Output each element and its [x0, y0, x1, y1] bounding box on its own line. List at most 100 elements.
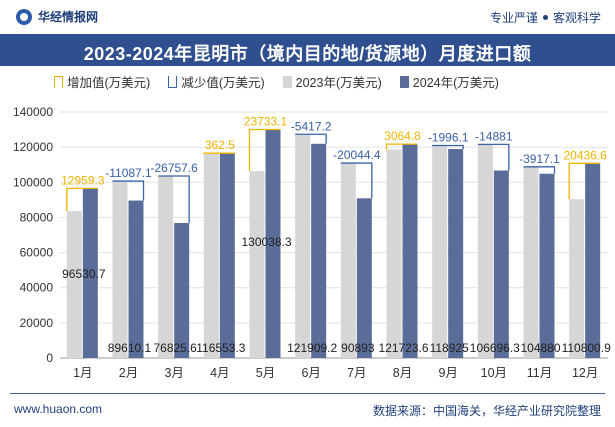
legend-increase: 增加值(万美元): [54, 72, 150, 91]
value-label-2024: 121909.2: [287, 341, 337, 355]
chart-legend: 增加值(万美元) 减少值(万美元) 2023年(万美元) 2024年(万美元): [54, 72, 499, 91]
y-tick-label: 20000: [20, 316, 54, 330]
change-label: 3064.8: [384, 129, 421, 143]
footer-source: 数据来源：中国海关，华经产业研究院整理: [372, 404, 601, 418]
bar-2023: [295, 134, 311, 358]
decrease-bracket: [295, 133, 327, 144]
legend-2024-label: 2024年(万美元): [412, 76, 499, 90]
brand: 华经情报网: [16, 8, 98, 25]
tag-separator-icon: [542, 15, 548, 20]
bar-2024: [174, 223, 190, 358]
value-label-2024: 90893: [341, 341, 375, 355]
value-label-2024: 118925: [430, 341, 469, 355]
increase-bracket: [385, 143, 418, 150]
x-tick-label: 12月: [572, 366, 598, 380]
y-tick-label: 140000: [13, 105, 53, 119]
footer-divider: [10, 393, 605, 394]
decrease-bracket: [432, 144, 464, 150]
bar-2023: [569, 199, 585, 358]
bar-2023: [340, 163, 356, 358]
increase-bracket: [203, 152, 235, 154]
change-label: -14881: [475, 129, 513, 143]
brand-logo-icon: [16, 8, 32, 25]
y-tick-label: 60000: [20, 246, 54, 260]
increase-bracket: [568, 162, 601, 200]
bar-2024: [539, 173, 555, 358]
decrease-bracket: [477, 143, 510, 171]
y-tick-label: 40000: [20, 281, 54, 295]
chart-title: 2023-2024年昆明市（境内目的地/货源地）月度进口额: [83, 44, 532, 64]
legend-increase-label: 增加值(万美元): [67, 76, 151, 90]
value-label-2024: 89610.1: [108, 341, 152, 355]
decrease-bracket: [158, 175, 190, 224]
bar-2024: [219, 153, 235, 358]
increase-swatch-icon: [54, 75, 63, 88]
x-tick-label: 5月: [256, 366, 275, 380]
y-tick-label: 120000: [13, 140, 53, 154]
x-tick-label: 1月: [73, 366, 92, 380]
decrease-bracket: [340, 162, 373, 199]
bar-2024: [265, 129, 281, 358]
legend-2023: 2023年(万美元): [282, 72, 382, 91]
y-tick-label: 0: [46, 351, 53, 365]
increase-bracket: [66, 187, 98, 212]
bar-2023: [66, 211, 82, 358]
value-label-2024: 76825.6: [153, 341, 197, 355]
legend-2023-label: 2023年(万美元): [295, 76, 382, 90]
decrease-bracket: [112, 180, 145, 201]
bar-2024: [585, 163, 601, 358]
change-label: 12959.3: [61, 173, 105, 187]
title-bar: 2023-2024年昆明市（境内目的地/货源地）月度进口额: [0, 34, 615, 66]
change-label: 362.5: [205, 138, 235, 152]
bar-2024: [311, 143, 327, 358]
legend-decrease-label: 减少值(万美元): [181, 76, 265, 90]
x-tick-label: 3月: [164, 366, 183, 380]
series-2024-swatch-icon: [399, 75, 409, 88]
tag-objective: 客观科学: [552, 11, 601, 25]
x-tick-label: 4月: [210, 366, 229, 380]
y-tick-label: 100000: [13, 175, 53, 189]
decrease-bracket: [523, 166, 556, 174]
change-label: -5417.2: [291, 119, 332, 133]
decrease-swatch-icon: [168, 75, 178, 88]
x-tick-label: 8月: [393, 366, 412, 380]
bar-2023: [386, 149, 402, 358]
value-label-2024: 104880: [520, 341, 560, 355]
y-tick-label: 80000: [20, 210, 54, 224]
tag-professional: 专业严谨: [489, 11, 538, 25]
x-tick-label: 6月: [301, 366, 320, 380]
change-label: 23733.1: [244, 115, 288, 129]
bar-2023: [523, 166, 539, 358]
brand-name: 华经情报网: [38, 10, 99, 24]
value-label-2024: 130038.3: [241, 235, 291, 249]
bar-2024: [356, 198, 372, 358]
change-label: -26757.6: [150, 161, 198, 175]
change-label: -1996.1: [428, 131, 469, 145]
bar-2023: [112, 181, 128, 358]
bar-2024: [128, 200, 144, 358]
change-label: 20436.6: [563, 148, 607, 162]
legend-decrease: 减少值(万美元): [168, 72, 265, 91]
x-tick-label: 7月: [347, 366, 366, 380]
bar-2023: [158, 175, 174, 358]
bar-2024: [82, 188, 98, 358]
value-label-2024: 110800.9: [562, 341, 611, 355]
change-label: -3917.1: [519, 152, 560, 166]
value-label-2024: 116553.3: [196, 341, 245, 355]
bar-2023: [477, 144, 493, 358]
series-2023-swatch-icon: [282, 75, 292, 88]
header-tags: 专业严谨 客观科学: [490, 9, 601, 26]
bar-2023: [203, 153, 219, 358]
x-tick-label: 11月: [527, 366, 552, 380]
value-label-2024: 121723.6: [378, 341, 428, 355]
x-tick-label: 2月: [119, 366, 138, 380]
bar-2024: [493, 170, 509, 358]
bar-2023: [249, 171, 265, 358]
increase-bracket: [248, 128, 281, 172]
x-tick-label: 10月: [481, 366, 507, 380]
x-tick-label: 9月: [438, 366, 457, 380]
value-label-2024: 106696.3: [470, 341, 520, 355]
bar-2024: [448, 149, 464, 358]
bar-2023: [432, 145, 448, 358]
